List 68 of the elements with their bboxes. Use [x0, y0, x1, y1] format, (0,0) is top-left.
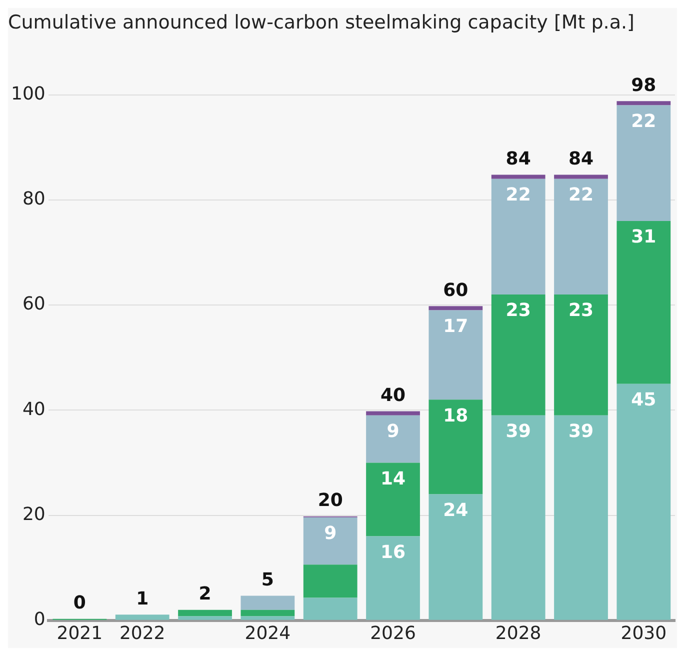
x-tick-label: 2021	[56, 622, 103, 644]
bar	[428, 306, 483, 310]
total-label: 84	[506, 148, 531, 170]
chart-title: Cumulative announced low-carbon steelmaking capacity [Mt p.a.]	[8, 11, 634, 34]
data-label: 24	[443, 500, 468, 521]
x-tick-label: 2028	[495, 622, 542, 644]
bar	[491, 174, 546, 179]
data-label: 17	[443, 316, 468, 337]
data-label: 23	[568, 300, 594, 322]
data-label: 23	[506, 300, 531, 322]
bar	[240, 610, 295, 616]
data-label: 16	[380, 542, 406, 563]
data-label: 18	[443, 405, 468, 426]
bar	[616, 105, 671, 221]
bar	[554, 174, 608, 179]
bar	[616, 220, 671, 384]
bar	[491, 294, 546, 416]
y-tick-label: 100	[10, 83, 46, 104]
total-label: 20	[318, 490, 343, 512]
bar	[366, 536, 420, 620]
bar	[616, 101, 671, 106]
total-label: 1	[136, 588, 149, 610]
x-tick-label: 2030	[620, 622, 667, 644]
bar	[366, 415, 420, 463]
bar	[554, 178, 608, 295]
x-tick-label: 2026	[370, 622, 416, 644]
data-label: 31	[631, 226, 656, 248]
total-label: 0	[73, 592, 86, 614]
total-label: 60	[443, 280, 468, 301]
bar	[428, 494, 483, 620]
bar	[240, 596, 295, 610]
total-label: 40	[380, 384, 406, 406]
total-label: 98	[631, 74, 656, 96]
data-label: 22	[506, 184, 531, 206]
bar	[303, 598, 358, 620]
y-tick-label: 0	[34, 609, 46, 630]
bar	[428, 400, 483, 494]
x-tick-label: 2022	[119, 622, 166, 644]
data-label: 14	[380, 468, 406, 490]
bar	[178, 616, 232, 620]
bar	[178, 610, 232, 616]
data-label: 9	[324, 523, 337, 544]
bar	[616, 384, 671, 620]
bar	[303, 517, 358, 565]
bar	[115, 614, 170, 620]
bar	[491, 415, 546, 620]
y-tick-label: 80	[22, 188, 46, 210]
total-label: 5	[261, 569, 274, 590]
bar	[240, 616, 295, 620]
bar	[366, 411, 420, 416]
bar	[303, 564, 358, 598]
total-label: 84	[568, 148, 594, 170]
total-label: 2	[198, 584, 212, 605]
data-label: 22	[568, 184, 594, 206]
bar	[554, 294, 608, 416]
bar	[491, 178, 546, 295]
bar	[428, 310, 483, 400]
data-label: 39	[568, 421, 594, 442]
y-tick-label: 20	[22, 504, 46, 525]
bar	[366, 462, 420, 536]
data-label: 39	[506, 421, 531, 442]
y-tick-label: 60	[22, 294, 46, 315]
x-tick-label: 2024	[244, 622, 291, 644]
data-label: 45	[631, 390, 656, 411]
bar	[554, 415, 608, 620]
y-tick-label: 40	[22, 398, 46, 420]
data-label: 9	[386, 421, 400, 442]
data-label: 22	[631, 110, 656, 132]
